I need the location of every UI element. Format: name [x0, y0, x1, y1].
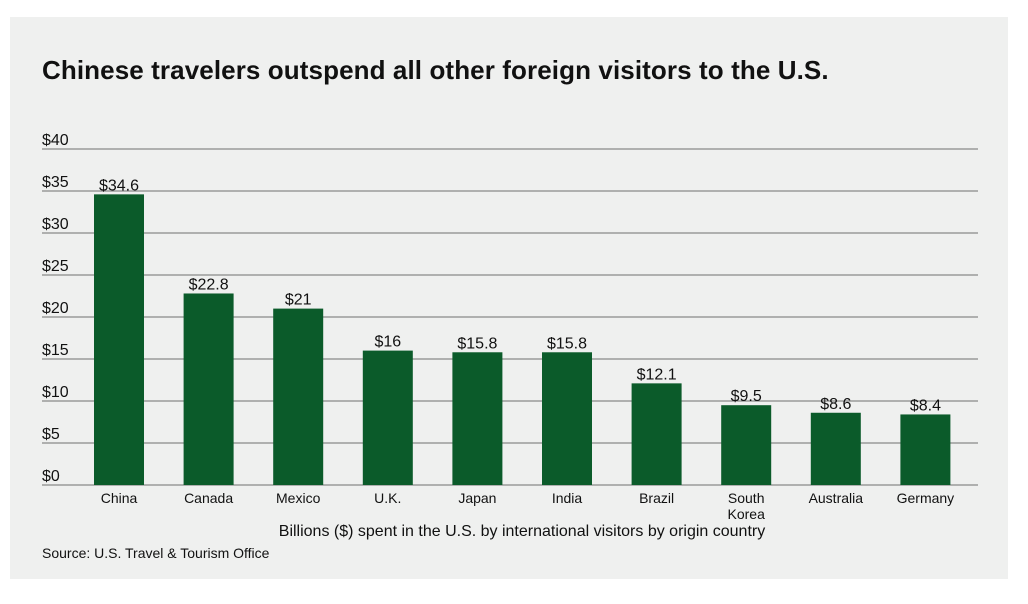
- y-tick-label: $15: [42, 342, 69, 359]
- data-label: $15.8: [457, 335, 497, 352]
- y-tick-label: $30: [42, 216, 69, 233]
- data-label: $16: [374, 334, 401, 351]
- data-label: $21: [285, 292, 312, 309]
- x-tick-label: Brazil: [639, 490, 674, 506]
- bar: [631, 383, 682, 485]
- bar: [900, 414, 951, 485]
- x-tick-label: Canada: [184, 490, 233, 506]
- bar: [542, 352, 592, 485]
- chart-title: Chinese travelers outspend all other for…: [42, 55, 829, 85]
- data-label: $8.6: [820, 396, 851, 413]
- x-tick-label: Germany: [897, 490, 955, 506]
- y-tick-label: $5: [42, 426, 60, 443]
- bar: [183, 293, 234, 485]
- data-label: $15.8: [547, 335, 587, 352]
- x-tick-label: Japan: [458, 490, 496, 506]
- source-note: Source: U.S. Travel & Tourism Office: [42, 545, 270, 561]
- x-tick-label: Australia: [809, 490, 864, 506]
- y-tick-label: $40: [42, 132, 69, 149]
- x-axis-label: Billions ($) spent in the U.S. by intern…: [278, 523, 766, 540]
- data-label: $22.8: [189, 276, 229, 293]
- data-label: $34.6: [99, 177, 139, 194]
- y-tick-label: $10: [42, 384, 69, 401]
- y-tick-label: $0: [42, 468, 60, 485]
- bar: [452, 352, 503, 485]
- data-label: $12.1: [637, 366, 677, 383]
- bar: [94, 194, 144, 486]
- y-tick-label: $20: [42, 300, 69, 317]
- bar: [362, 350, 413, 485]
- x-tick-label: U.K.: [374, 490, 401, 506]
- x-tick-label: China: [101, 490, 138, 506]
- bar: [273, 308, 324, 485]
- y-tick-label: $25: [42, 258, 69, 275]
- data-label: $8.4: [910, 397, 941, 414]
- x-tick-label: India: [552, 490, 583, 506]
- y-tick-label: $35: [42, 174, 69, 191]
- bar: [721, 405, 772, 485]
- bar: [810, 412, 861, 485]
- x-tick-label: Mexico: [276, 490, 321, 506]
- x-tick-label: South Korea: [728, 490, 766, 522]
- data-label: $9.5: [731, 388, 762, 405]
